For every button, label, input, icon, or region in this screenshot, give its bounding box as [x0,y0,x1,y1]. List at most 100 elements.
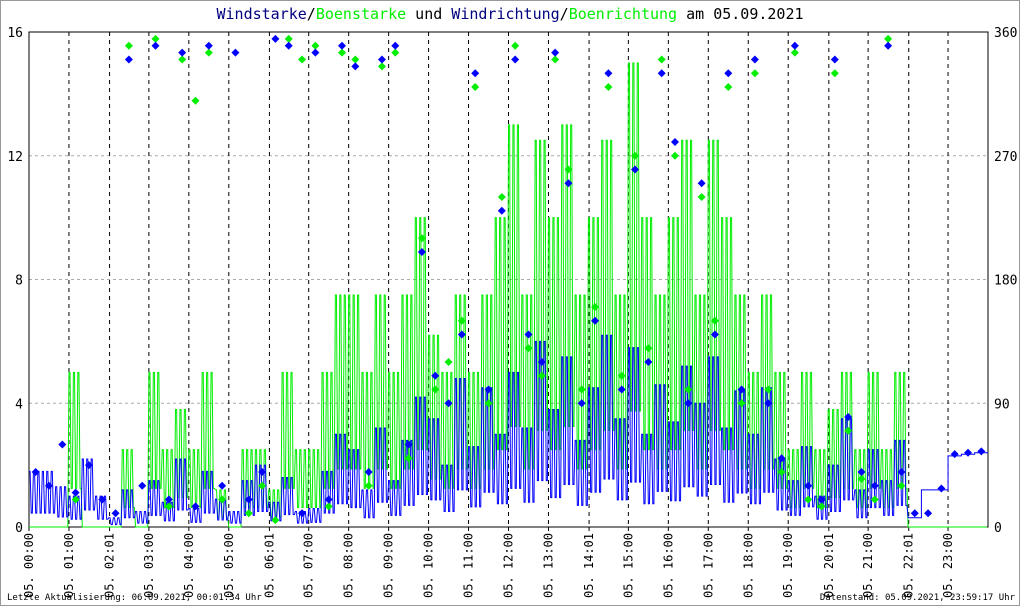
direction-point-windrichtung [804,481,813,490]
direction-point-windrichtung [58,440,67,449]
x-tick-label: 05. 20:01 [822,533,836,598]
direction-point-boenrichtung [364,481,373,490]
direction-point-windrichtung [697,179,706,188]
direction-point-windrichtung [151,41,160,50]
direction-point-boenrichtung [657,55,666,64]
direction-point-boenrichtung [284,34,293,43]
direction-point-windrichtung [178,48,187,57]
direction-point-windrichtung [737,385,746,394]
direction-point-windrichtung [324,495,333,504]
direction-point-windrichtung [857,468,866,476]
direction-point-boenrichtung [497,193,506,201]
direction-point-windrichtung [670,138,679,146]
x-tick-label: 05. 21:00 [861,533,875,598]
x-tick-label: 05. 00:00 [22,533,36,598]
y-left-tick-label: 16 [7,26,23,41]
title-wind: Windstarke [216,5,307,23]
footer-data-status: Datenstand: 05.09.2021, 23:59:17 Uhr [819,593,1015,603]
x-tick-label: 05. 10:00 [422,533,436,598]
y-right-tick-label: 360 [994,26,1017,41]
direction-point-windrichtung [497,206,506,215]
direction-point-windrichtung [298,509,307,518]
direction-point-windrichtung [950,450,959,459]
direction-point-windrichtung [404,440,413,449]
direction-point-windrichtung [164,495,173,504]
direction-point-boenrichtung [444,358,453,366]
direction-point-windrichtung [937,484,946,493]
direction-point-boenrichtung [457,316,466,325]
x-tick-label: 05. 23:00 [941,533,955,598]
direction-point-boenrichtung [737,399,746,408]
direction-point-boenrichtung [750,69,759,78]
direction-point-boenrichtung [591,303,600,311]
direction-point-boenrichtung [324,502,333,511]
x-tick-label: 05. 02:01 [103,533,117,598]
x-tick-label: 05. 12:00 [502,533,516,598]
title-sep: / [559,5,569,23]
direction-point-boenrichtung [391,48,400,57]
x-tick-label: 05. 15:00 [621,533,635,598]
direction-point-windrichtung [417,248,426,256]
x-tick-label: 05. 06:01 [262,533,276,598]
direction-point-windrichtung [564,179,573,188]
direction-point-boenrichtung [258,481,267,490]
direction-point-windrichtung [844,413,853,421]
x-tick-label: 05. 18:00 [741,533,755,598]
title-wind-dir: Windrichtung [451,5,560,23]
direction-point-boenrichtung [311,41,320,50]
direction-point-boenrichtung [524,344,533,353]
direction-point-boenrichtung [124,41,133,50]
direction-point-boenrichtung [471,83,480,91]
direction-point-boenrichtung [218,495,227,504]
direction-point-boenrichtung [670,151,679,160]
y-right-tick-label: 0 [994,521,1002,536]
direction-point-boenrichtung [404,454,413,463]
x-tick-label: 05. 07:00 [302,533,316,598]
direction-point-windrichtung [71,488,80,497]
direction-point-boenrichtung [351,55,360,64]
y-right-tick-label: 270 [994,150,1017,165]
direction-point-boenrichtung [204,48,213,57]
x-tick-label: 05. 17:00 [701,533,715,598]
title-gust-dir: Boenrichtung [568,5,678,23]
direction-point-boenrichtung [617,371,626,380]
direction-point-windrichtung [231,48,240,57]
direction-point-windrichtung [84,461,93,470]
x-tick-label: 05. 08:00 [342,533,356,598]
direction-point-boenrichtung [870,495,879,504]
direction-point-windrichtung [870,481,879,490]
direction-point-windrichtung [351,62,360,71]
direction-point-boenrichtung [484,399,493,408]
direction-point-boenrichtung [564,165,573,174]
direction-point-windrichtung [644,358,653,366]
direction-point-boenrichtung [604,83,613,91]
y-left-tick-label: 4 [15,397,23,412]
direction-point-windrichtung [551,48,560,57]
direction-point-boenrichtung [244,509,253,518]
footer-last-update: Letzte Aktualisierung: 06.09.2021, 00:01… [7,593,262,603]
direction-point-windrichtung [884,41,893,50]
x-tick-label: 05. 04:00 [182,533,196,598]
direction-point-windrichtung [284,41,293,50]
direction-point-windrichtung [604,69,613,78]
direction-point-boenrichtung [764,385,773,394]
direction-point-windrichtung [577,399,586,408]
title-date: am 05.09.2021 [677,5,804,23]
direction-point-windrichtung [271,34,280,43]
direction-point-boenrichtung [857,474,866,483]
direction-point-boenrichtung [631,151,640,160]
direction-point-boenrichtung [817,502,826,511]
direction-point-boenrichtung [777,468,786,476]
direction-point-boenrichtung [804,495,813,504]
y-right-tick-label: 180 [994,274,1017,289]
direction-point-boenrichtung [164,502,173,511]
plot-frame [28,31,989,528]
direction-point-windrichtung [657,69,666,78]
direction-point-windrichtung [244,495,253,504]
direction-point-windrichtung [631,165,640,174]
direction-point-boenrichtung [844,426,853,435]
direction-point-windrichtung [98,495,107,504]
direction-point-windrichtung [977,447,986,456]
